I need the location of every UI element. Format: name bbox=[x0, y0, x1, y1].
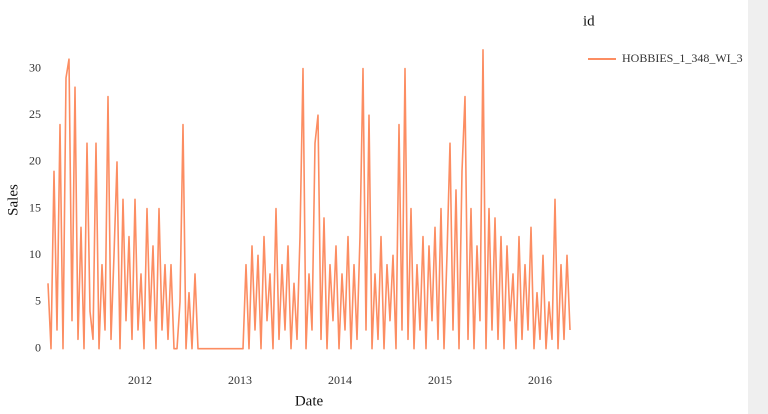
x-axis-title: Date bbox=[295, 393, 324, 409]
scrollbar bbox=[748, 0, 768, 414]
y-tick-label: 25 bbox=[29, 107, 41, 121]
x-tick-label: 2015 bbox=[428, 373, 452, 387]
y-tick-label: 20 bbox=[29, 154, 41, 168]
y-tick-label: 0 bbox=[35, 340, 41, 354]
x-tick-label: 2013 bbox=[228, 373, 252, 387]
x-tick-label: 2012 bbox=[128, 373, 152, 387]
y-tick-label: 15 bbox=[29, 200, 41, 214]
y-tick-label: 30 bbox=[29, 60, 41, 74]
legend-title: id bbox=[583, 13, 595, 29]
y-axis-title: Sales bbox=[5, 184, 21, 216]
x-tick-label: 2014 bbox=[328, 373, 352, 387]
x-tick-label: 2016 bbox=[528, 373, 552, 387]
y-tick-label: 5 bbox=[35, 294, 41, 308]
y-tick-label: 10 bbox=[29, 247, 41, 261]
line-series bbox=[47, 49, 571, 350]
legend-label: HOBBIES_1_348_WI_3 bbox=[622, 51, 743, 65]
